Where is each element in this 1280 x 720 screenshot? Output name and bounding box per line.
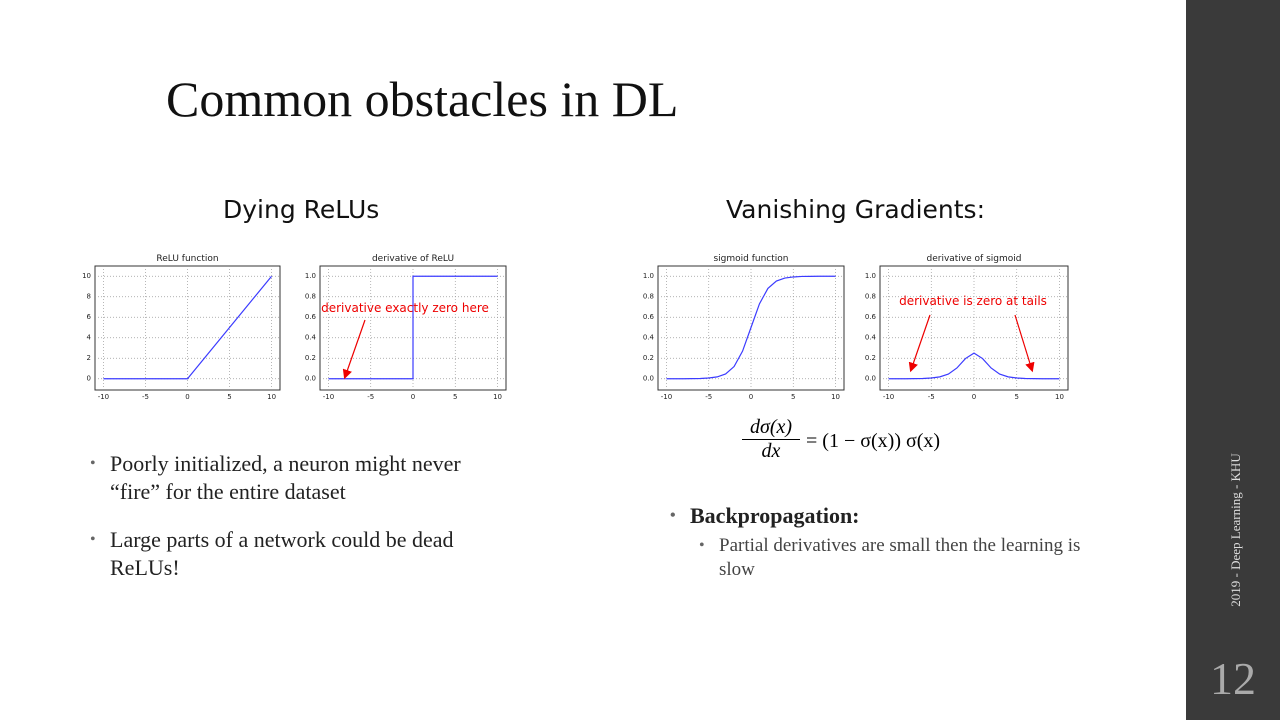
bullet: Large parts of a network could be dead R… xyxy=(90,526,510,582)
x-tick-label: 0 xyxy=(185,393,189,401)
annotation-arrow xyxy=(1014,314,1035,373)
y-tick-label: 0.0 xyxy=(643,375,654,383)
section-heading: Dying ReLUs xyxy=(223,195,380,224)
x-tick-label: 10 xyxy=(1055,393,1064,401)
x-tick-label: 5 xyxy=(227,393,231,401)
x-tick-label: -5 xyxy=(367,393,374,401)
line-series xyxy=(888,352,1060,380)
line-series xyxy=(666,275,836,380)
y-tick-label: 0.0 xyxy=(865,375,876,383)
plot-title: derivative of ReLU xyxy=(372,254,454,264)
x-tick-label: 0 xyxy=(411,393,415,401)
equation: dσ(x) dx xyxy=(742,416,800,463)
y-tick-label: 0 xyxy=(87,375,91,383)
page-number: 12 xyxy=(1210,653,1256,704)
plot-title: ReLU function xyxy=(156,254,218,264)
x-tick-label: 10 xyxy=(493,393,502,401)
plot-title: sigmoid function xyxy=(713,254,788,264)
y-tick-label: 1.0 xyxy=(305,272,316,280)
annotation-arrow xyxy=(908,314,931,373)
equation-numerator: dσ(x) xyxy=(742,416,800,440)
x-tick-label: -10 xyxy=(323,393,334,401)
bullet: Poorly initialized, a neuron might never… xyxy=(90,450,510,506)
y-tick-label: 0.6 xyxy=(865,313,877,321)
x-tick-label: 10 xyxy=(267,393,276,401)
line-series xyxy=(103,275,273,380)
x-tick-label: 5 xyxy=(1014,393,1018,401)
y-tick-label: 6 xyxy=(87,313,92,321)
y-tick-label: 0.8 xyxy=(643,293,654,301)
y-tick-label: 8 xyxy=(87,293,91,301)
y-tick-label: 0.4 xyxy=(643,334,655,342)
x-tick-label: -5 xyxy=(142,393,149,401)
y-tick-label: 0.6 xyxy=(643,313,655,321)
sidebar-text: 2019 - Deep Learning - KHU xyxy=(1228,453,1243,607)
x-tick-label: -10 xyxy=(98,393,109,401)
slide-title: Common obstacles in DL xyxy=(166,71,679,127)
annotation: derivative is zero at tails xyxy=(899,294,1047,308)
y-tick-label: 0.8 xyxy=(305,293,316,301)
x-tick-label: 5 xyxy=(453,393,457,401)
equation-rhs: = (1 − σ(x)) σ(x) xyxy=(806,430,941,452)
annotation-arrow xyxy=(342,319,366,380)
y-tick-label: 10 xyxy=(82,272,91,280)
y-tick-label: 2 xyxy=(87,354,91,362)
y-tick-label: 0.2 xyxy=(865,354,876,362)
y-tick-label: 1.0 xyxy=(865,272,876,280)
plots: ReLU function -10 -5 0 5 10 0 2 4 6 8 10 derivative … xyxy=(82,254,1069,401)
x-tick-label: -5 xyxy=(705,393,712,401)
y-tick-label: 0.4 xyxy=(865,334,877,342)
y-tick-label: 0.4 xyxy=(305,334,317,342)
y-tick-label: 0.2 xyxy=(305,354,316,362)
y-tick-label: 0.6 xyxy=(305,313,317,321)
y-tick-label: 0.2 xyxy=(643,354,654,362)
x-tick-label: 0 xyxy=(749,393,753,401)
line-series xyxy=(328,275,498,380)
annotation: derivative exactly zero here xyxy=(321,301,489,315)
y-tick-label: 1.0 xyxy=(643,272,654,280)
x-tick-label: -5 xyxy=(928,393,935,401)
plot-title: derivative of sigmoid xyxy=(927,254,1022,264)
x-tick-label: -10 xyxy=(883,393,894,401)
x-tick-label: 5 xyxy=(791,393,795,401)
y-tick-label: 0.8 xyxy=(865,293,876,301)
equation-denominator: dx xyxy=(761,440,781,462)
y-tick-label: 0.0 xyxy=(305,375,316,383)
bullet: Backpropagation: xyxy=(670,502,859,530)
y-tick-label: 4 xyxy=(87,334,92,342)
x-tick-label: 0 xyxy=(972,393,976,401)
sidebar: 2019 - Deep Learning - KHU 12 xyxy=(1186,0,1280,720)
section-heading: Vanishing Gradients: xyxy=(726,195,986,224)
x-tick-label: 10 xyxy=(831,393,840,401)
sub-bullet: Partial derivatives are small then the l… xyxy=(699,534,1109,582)
x-tick-label: -10 xyxy=(661,393,672,401)
